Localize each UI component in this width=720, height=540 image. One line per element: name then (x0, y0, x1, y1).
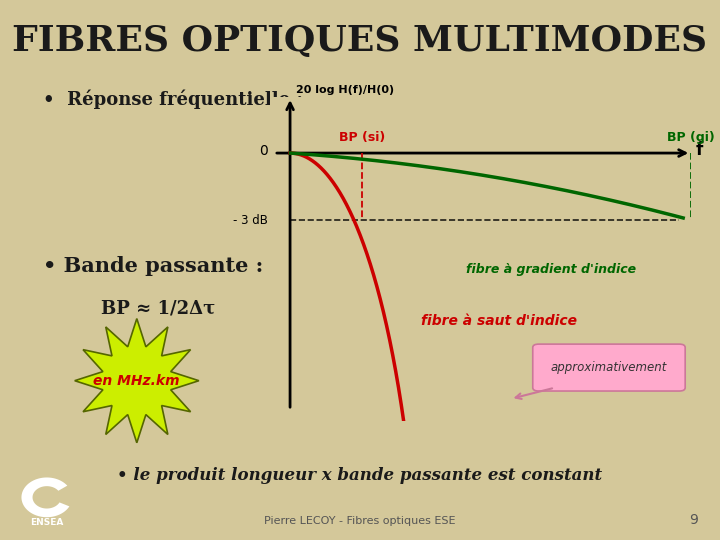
Text: - 3 dB: - 3 dB (233, 214, 268, 227)
Polygon shape (22, 477, 69, 517)
Text: fibre à saut d'indice: fibre à saut d'indice (420, 314, 577, 328)
Polygon shape (75, 319, 199, 443)
Text: approximativement: approximativement (551, 361, 667, 374)
Text: Pierre LECOY - Fibres optiques ESE: Pierre LECOY - Fibres optiques ESE (264, 516, 456, 526)
Text: BP ≈ 1/2Δτ: BP ≈ 1/2Δτ (101, 300, 215, 318)
Text: •  Réponse fréquentielle :: • Réponse fréquentielle : (43, 89, 303, 109)
Text: 9: 9 (690, 512, 698, 526)
Text: • Bande passante :: • Bande passante : (43, 256, 264, 276)
Text: BP (si): BP (si) (339, 131, 385, 144)
Text: en MHz.km: en MHz.km (94, 374, 180, 388)
Text: f: f (696, 141, 703, 159)
Text: BP (gi): BP (gi) (667, 131, 715, 144)
Text: • le produit longueur x bande passante est constant: • le produit longueur x bande passante e… (117, 467, 603, 484)
Text: FIBRES OPTIQUES MULTIMODES: FIBRES OPTIQUES MULTIMODES (12, 24, 708, 58)
Text: 20 log H(f)/H(0): 20 log H(f)/H(0) (296, 85, 394, 95)
Text: fibre à gradient d'indice: fibre à gradient d'indice (466, 263, 636, 276)
Text: ENSEA: ENSEA (30, 518, 63, 527)
FancyBboxPatch shape (533, 344, 685, 391)
Text: 0: 0 (259, 144, 268, 158)
